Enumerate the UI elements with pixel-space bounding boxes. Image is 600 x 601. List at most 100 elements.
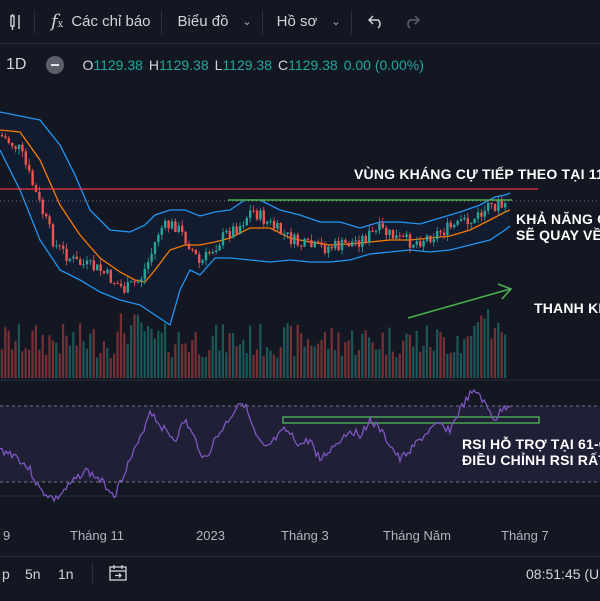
volume-bar bbox=[313, 346, 316, 378]
volume-bar bbox=[286, 323, 289, 378]
volume-bar bbox=[473, 325, 476, 378]
candle-body bbox=[194, 249, 197, 255]
candle-body bbox=[262, 210, 265, 224]
candle-body bbox=[255, 210, 259, 220]
candle-body bbox=[436, 230, 439, 240]
volume-bar bbox=[408, 334, 411, 378]
candle-body bbox=[320, 242, 323, 246]
candle-body bbox=[48, 216, 51, 225]
rsi-line bbox=[0, 388, 511, 503]
undo-button[interactable] bbox=[352, 0, 394, 44]
volume-bar bbox=[344, 342, 347, 378]
volume-bar bbox=[347, 340, 350, 378]
candle-body bbox=[453, 224, 456, 228]
volume-bar bbox=[306, 339, 309, 378]
toolbar-divider bbox=[34, 9, 35, 34]
candle-body bbox=[500, 200, 503, 208]
clock-time[interactable]: 08:51:45 (U bbox=[526, 566, 600, 582]
chart-type-button[interactable]: Biểu đồ ⌄ bbox=[162, 0, 262, 44]
redo-button[interactable] bbox=[394, 0, 430, 44]
volume-bar bbox=[480, 315, 483, 378]
volume-bar bbox=[85, 348, 88, 378]
volume-bar bbox=[143, 331, 146, 378]
liquidity-annotation: THANH KH bbox=[534, 300, 600, 316]
candle-body bbox=[259, 210, 262, 220]
candle-body bbox=[4, 136, 7, 139]
price-chart[interactable] bbox=[0, 80, 600, 556]
volume-bar bbox=[425, 325, 428, 378]
volume-bar bbox=[140, 322, 143, 378]
candle-body bbox=[378, 223, 381, 231]
candle-body bbox=[446, 222, 449, 236]
candle-body bbox=[99, 264, 102, 271]
undo-icon bbox=[367, 14, 381, 29]
interval-label[interactable]: 1D bbox=[6, 56, 27, 73]
candle-body bbox=[252, 210, 255, 212]
volume-bar bbox=[238, 344, 241, 378]
volume-bar bbox=[340, 355, 343, 378]
candle-body bbox=[344, 239, 347, 243]
bollinger-bands bbox=[0, 111, 511, 327]
candle-body bbox=[235, 226, 238, 234]
candle-body bbox=[21, 144, 24, 152]
chart-grid-icon[interactable] bbox=[0, 0, 34, 44]
volume-bar bbox=[446, 353, 449, 378]
volume-bar bbox=[272, 354, 275, 378]
volume-bar bbox=[160, 332, 163, 378]
candle-body bbox=[17, 144, 21, 150]
volume-bar bbox=[4, 327, 7, 378]
indicators-button[interactable]: fx Các chỉ báo bbox=[35, 0, 161, 44]
candle-body bbox=[425, 235, 429, 241]
candle-body bbox=[402, 236, 405, 238]
volume-bar bbox=[249, 325, 252, 378]
candle-body bbox=[150, 253, 153, 262]
range-button[interactable]: 5n bbox=[25, 566, 41, 582]
candle-body bbox=[143, 268, 146, 280]
ability-annotation-2: SẼ QUAY VỀ bbox=[516, 227, 600, 243]
volume-bar bbox=[41, 335, 44, 378]
volume-bar bbox=[255, 349, 258, 378]
volume-bar bbox=[130, 324, 133, 378]
profile-button[interactable]: Hồ sơ ⌄ bbox=[263, 0, 351, 44]
rsi-annotation-1: RSI HỖ TRỢ TẠI 61-6 bbox=[462, 436, 600, 452]
candle-body bbox=[459, 219, 463, 221]
candle-body bbox=[357, 240, 361, 247]
volume-bar bbox=[153, 338, 156, 378]
candle-body bbox=[109, 269, 112, 283]
volume-bar bbox=[463, 338, 466, 378]
candle-body bbox=[218, 245, 221, 251]
candle-body bbox=[45, 213, 48, 217]
volume-bar bbox=[310, 345, 313, 378]
volume-bar bbox=[398, 353, 401, 378]
volume-bar bbox=[357, 349, 360, 378]
range-button[interactable]: p bbox=[2, 566, 10, 582]
go-to-date-icon[interactable] bbox=[108, 563, 128, 586]
volume-bar bbox=[147, 325, 150, 378]
candle-body bbox=[249, 210, 252, 219]
volume-bar bbox=[320, 339, 323, 378]
volume-bar bbox=[395, 357, 398, 378]
volume-bar bbox=[102, 340, 105, 378]
range-button[interactable]: 1n bbox=[58, 566, 74, 582]
volume-bar bbox=[198, 354, 201, 378]
volume-bar bbox=[436, 329, 439, 378]
collapse-icon[interactable] bbox=[46, 56, 65, 74]
redo-icon bbox=[406, 14, 420, 29]
volume-bar bbox=[123, 333, 126, 378]
candle-body bbox=[225, 230, 228, 233]
volume-bar bbox=[289, 326, 292, 378]
volume-bar bbox=[119, 313, 122, 378]
toolbar-divider bbox=[350, 9, 352, 34]
candle-body bbox=[102, 270, 106, 274]
volume-bar bbox=[58, 353, 61, 378]
candle-body bbox=[415, 241, 418, 245]
volume-bar bbox=[126, 343, 129, 378]
time-tick: 9 bbox=[3, 528, 11, 543]
candle-body bbox=[0, 135, 4, 137]
candle-body bbox=[187, 243, 191, 250]
candle-body bbox=[140, 279, 143, 282]
volume-bar bbox=[368, 337, 371, 378]
candle-body bbox=[364, 236, 367, 243]
ohlc-legend: 1D O 1129.38 H 1129.38 L 1129.38 C 1129.38 0… bbox=[0, 52, 424, 78]
candle-body bbox=[82, 264, 85, 266]
